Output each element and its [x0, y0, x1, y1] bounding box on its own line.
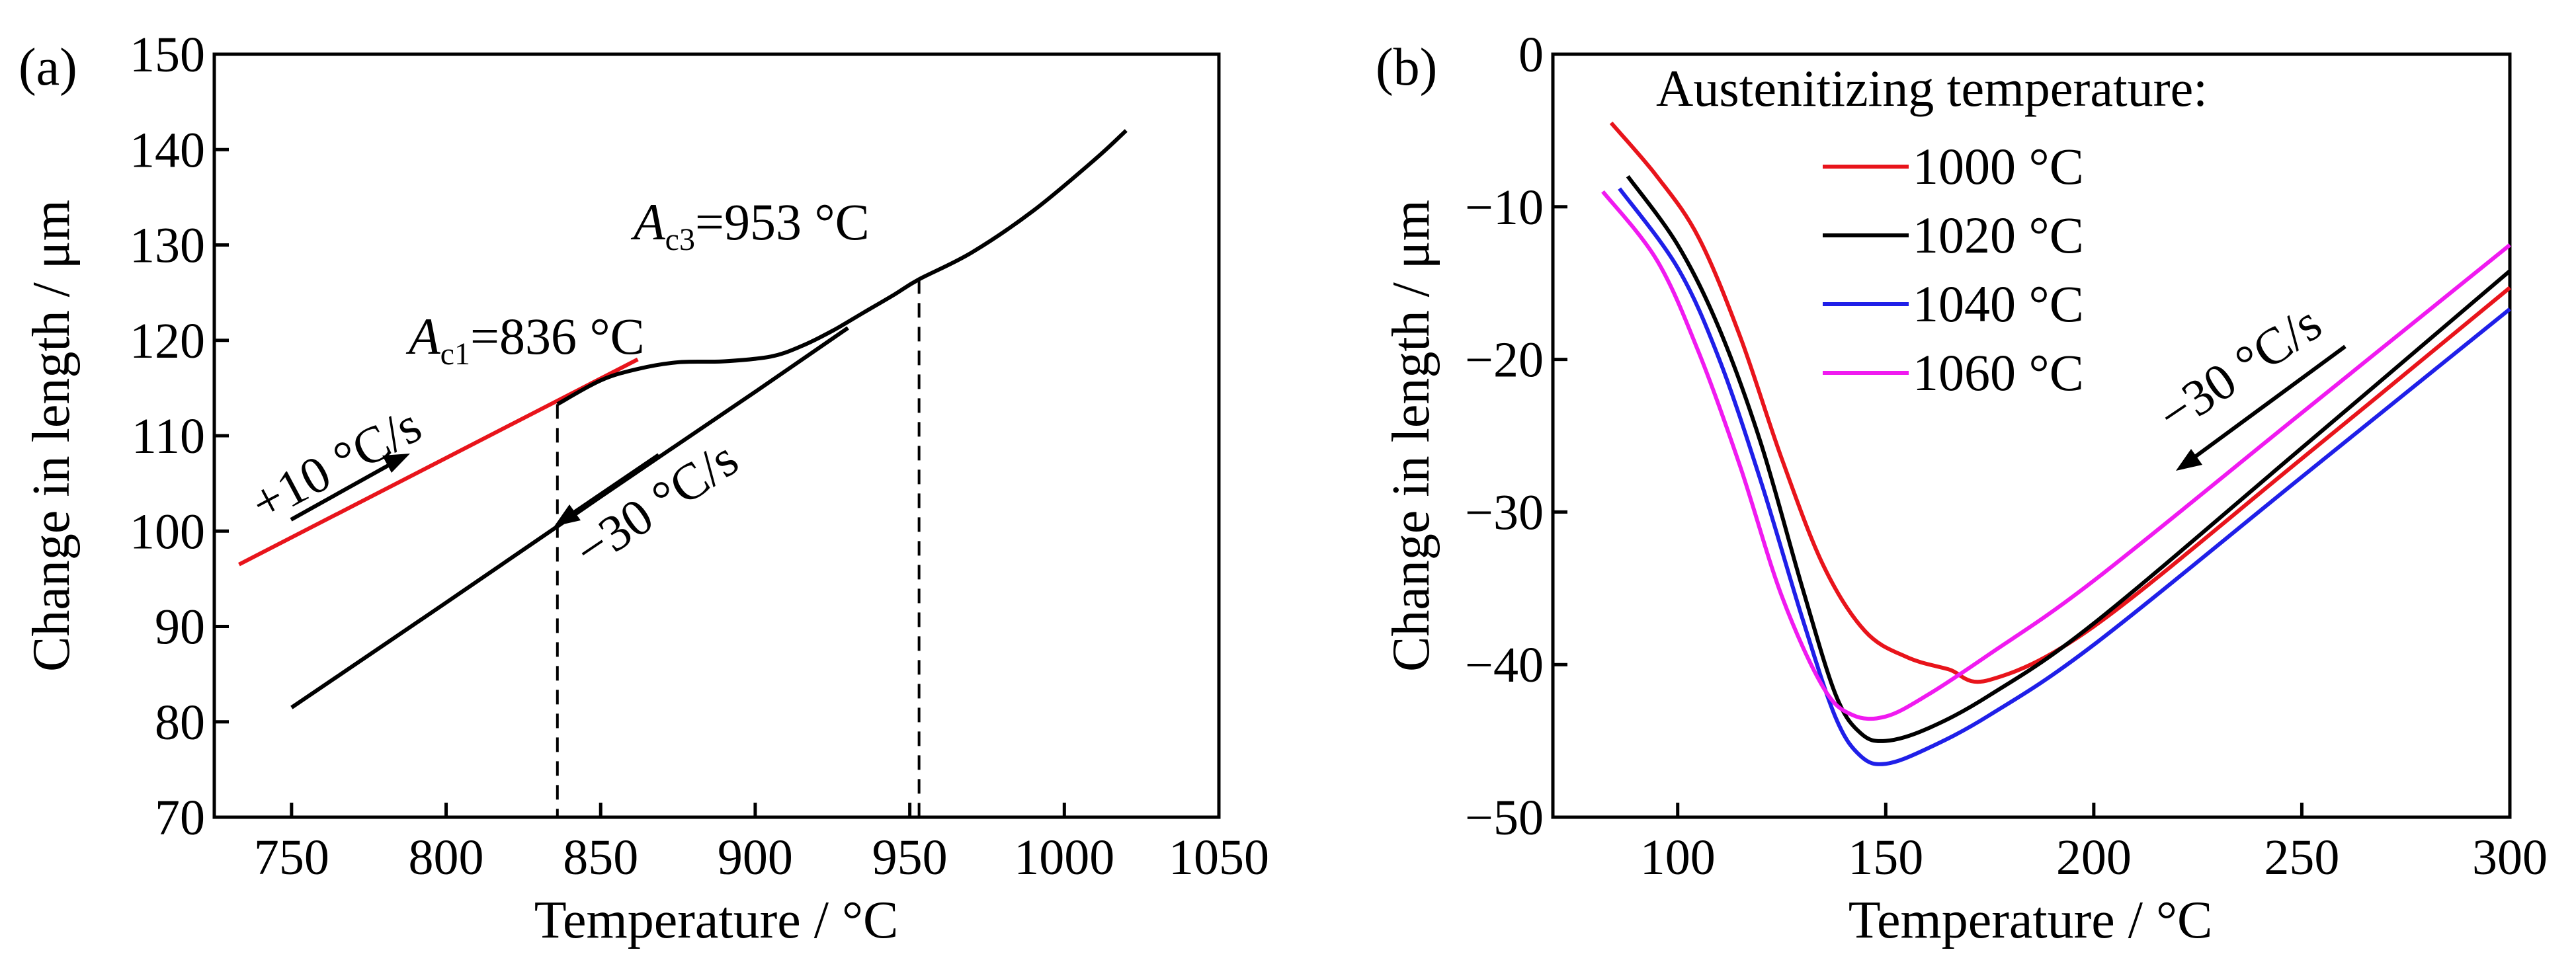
panel-a-x-tick-label-800: 800: [409, 830, 484, 885]
legend: Austenitizing temperature: 1000 °C 1020 °…: [1656, 60, 2208, 401]
panel-a-x-tick-label-850: 850: [563, 830, 638, 885]
legend-items: 1000 °C 1020 °C 1040 °C 1060 °C: [1823, 138, 2084, 401]
panel-b-series-2: [1618, 187, 2511, 766]
panel-a-x-tick-label-1000: 1000: [1014, 830, 1114, 885]
panel-b-x-tick-label-100: 100: [1640, 830, 1716, 885]
panel-b-series: [1601, 121, 2511, 766]
panel-b-x-tick-label-150: 150: [1848, 830, 1923, 885]
heating-rate-arrowhead: [382, 454, 410, 473]
panel-a-x-tick-label-1050: 1050: [1169, 830, 1269, 885]
panel-b-y-tick-label-0: 0: [1518, 27, 1544, 83]
panel-a: (a) 750 800 850 900 950 1000 1050 70 80 90 100 110 1…: [19, 27, 1269, 949]
panel-a-y-tick-label-150: 150: [130, 27, 205, 83]
panel-a-series-2: [290, 326, 849, 709]
panel-a-x-tick-label-750: 750: [254, 830, 329, 885]
panel-a-y-tick-label-110: 110: [132, 409, 205, 464]
panel-a-y-axis-label: Change in length / μm: [22, 200, 81, 672]
panel-b-series-0: [1609, 121, 2511, 684]
panel-b-cooling-arrowhead: [2176, 449, 2202, 471]
panel-a-label: (a): [19, 38, 77, 97]
panel-b-y-tick-label-m10: −10: [1465, 180, 1544, 235]
ac1-annotation: Ac1=836 °C: [405, 307, 645, 372]
ac3-annotation: Ac3=953 °C: [630, 193, 870, 257]
heating-rate-label: +10 °C/s: [241, 395, 430, 532]
legend-label-3: 1060 °C: [1913, 344, 2084, 401]
panel-b-y-tick-label-m50: −50: [1465, 790, 1544, 846]
legend-label-2: 1040 °C: [1913, 275, 2084, 333]
panel-b-plot-frame: [1551, 52, 2512, 819]
panel-a-ticks: 750 800 850 900 950 1000 1050 70 80 90 100 110 120 13…: [130, 27, 1269, 885]
panel-a-y-tick-label-80: 80: [155, 695, 205, 750]
panel-b-y-tick-label-m30: −30: [1465, 485, 1544, 540]
panel-a-series-1: [556, 129, 1128, 407]
panel-a-y-tick-label-120: 120: [130, 313, 205, 369]
panel-b-x-tick-label-250: 250: [2264, 830, 2339, 885]
panel-a-x-axis-label: Temperature / °C: [534, 891, 899, 949]
panel-a-y-tick-label-70: 70: [155, 790, 205, 846]
panel-b-cooling-rate-label: −30 °C/s: [2147, 294, 2331, 444]
cooling-rate-arrow: [569, 453, 660, 517]
panel-b-y-axis-label: Change in length / μm: [1382, 200, 1440, 672]
heating-rate-arrow: [290, 460, 395, 522]
cooling-rate-arrowhead: [554, 504, 581, 526]
legend-label-1: 1020 °C: [1913, 206, 2084, 264]
panel-b-label: (b): [1376, 38, 1437, 97]
panel-b-series-1: [1626, 175, 2511, 743]
panel-b-cooling-arrow: [2189, 344, 2347, 462]
panel-b-y-tick-label-m20: −20: [1465, 333, 1544, 388]
legend-label-0: 1000 °C: [1913, 138, 2084, 195]
panel-a-x-tick-label-950: 950: [872, 830, 948, 885]
panel-a-y-tick-label-140: 140: [130, 122, 205, 178]
panel-b-series-3: [1601, 190, 2511, 721]
panel-b-x-tick-label-300: 300: [2472, 830, 2548, 885]
panel-b-y-tick-label-m40: −40: [1465, 637, 1544, 693]
panel-a-plot-frame: [212, 52, 1221, 819]
panel-a-y-tick-label-130: 130: [130, 218, 205, 274]
panel-b-x-tick-label-200: 200: [2056, 830, 2132, 885]
panel-b-x-axis-label: Temperature / °C: [1849, 891, 2213, 949]
panel-a-y-tick-label-90: 90: [155, 600, 205, 655]
panel-b: (b) 100 150 200 250 300 0 −10 −20 −30 −40 −50 Temp…: [1376, 27, 2548, 949]
panel-b-ticks: 100 150 200 250 300 0 −10 −20 −30 −40 −50: [1465, 27, 2548, 885]
panel-a-series: [238, 129, 1128, 817]
legend-title: Austenitizing temperature:: [1656, 60, 2208, 117]
panel-a-x-tick-label-900: 900: [718, 830, 793, 885]
panel-a-y-tick-label-100: 100: [130, 504, 205, 559]
